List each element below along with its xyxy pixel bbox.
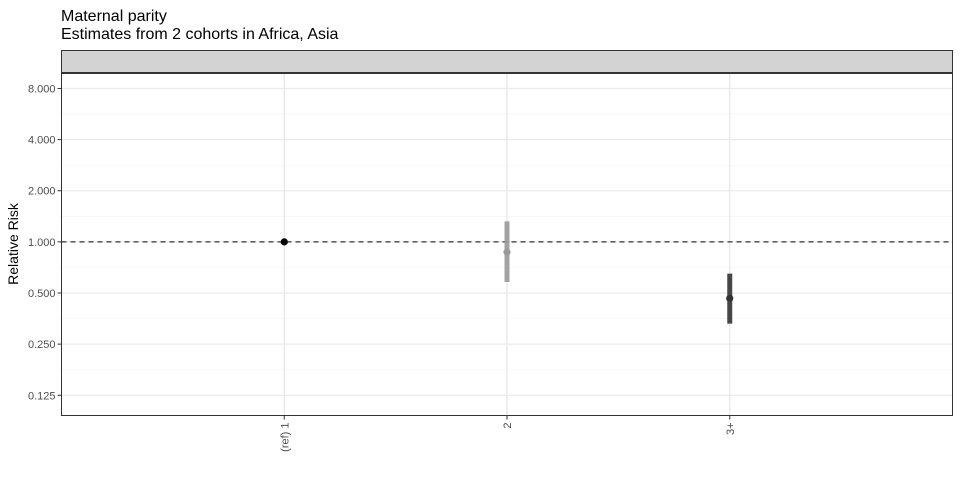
estimate-point bbox=[503, 248, 511, 256]
x-axis: (ref) 1 2 3+ bbox=[279, 415, 737, 452]
chart-subtitle: Estimates from 2 cohorts in Africa, Asia bbox=[61, 26, 339, 43]
y-axis-title: Relative Risk bbox=[5, 202, 21, 285]
y-tick-label: 0.125 bbox=[28, 390, 56, 402]
estimate-point bbox=[726, 294, 734, 302]
estimate-point bbox=[280, 238, 288, 246]
y-tick-label: 0.250 bbox=[28, 339, 56, 351]
y-tick-label: 1.000 bbox=[28, 237, 56, 249]
y-tick-label: 2.000 bbox=[28, 186, 56, 198]
chart-title: Maternal parity bbox=[61, 8, 167, 25]
x-tick-label: 3+ bbox=[725, 423, 737, 436]
data-marks bbox=[280, 221, 734, 324]
y-axis: 0.125 0.250 0.500 1.000 2.000 4.000 8.000 bbox=[28, 83, 62, 402]
x-tick-label: 2 bbox=[502, 423, 514, 429]
y-tick-label: 0.500 bbox=[28, 288, 56, 300]
y-tick-label: 4.000 bbox=[28, 135, 56, 147]
x-tick-label: (ref) 1 bbox=[279, 423, 291, 452]
facet-strip bbox=[61, 50, 953, 73]
y-tick-label: 8.000 bbox=[28, 83, 56, 95]
